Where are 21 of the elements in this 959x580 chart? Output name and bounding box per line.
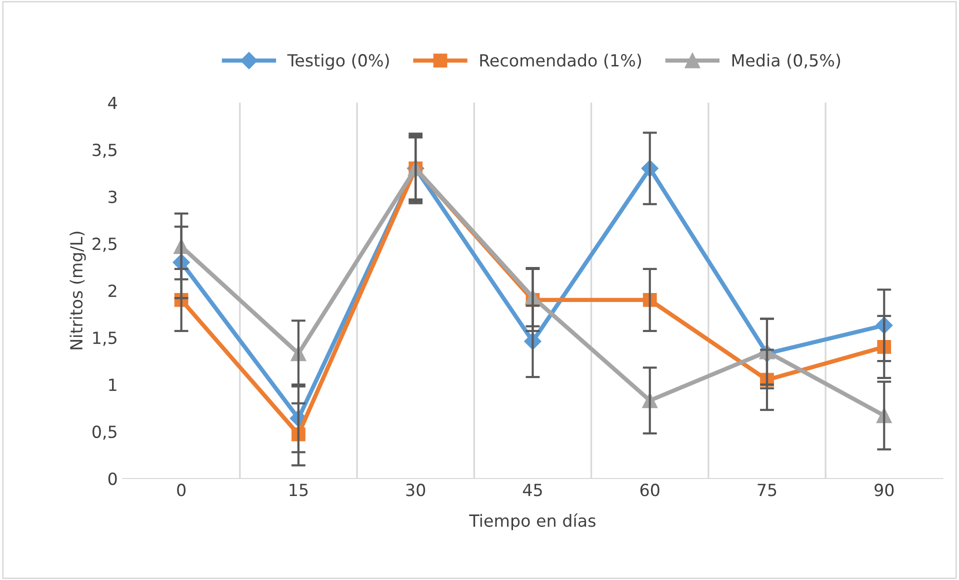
x-tick-label: 30 xyxy=(406,484,426,496)
y-tick-label: 3,5 xyxy=(92,144,116,158)
y-tick-label: 0 xyxy=(108,472,117,486)
x-axis-title: Tiempo en días xyxy=(469,513,596,530)
x-tick-label: 15 xyxy=(290,484,308,496)
y-tick-label: 0,5 xyxy=(92,425,116,440)
x-tick-label: 60 xyxy=(640,484,660,496)
x-tick-label: 45 xyxy=(522,484,542,496)
x-tick-label: 0 xyxy=(177,484,186,496)
legend-label: Recomendado (1%) xyxy=(480,54,641,69)
y-tick-label: 3 xyxy=(108,190,117,204)
y-tick-label: 1,5 xyxy=(93,332,116,346)
y-tick-label: 2 xyxy=(108,284,116,297)
y-tick-label: 1 xyxy=(109,378,116,391)
x-tick-label: 90 xyxy=(874,484,894,496)
legend-label: Testigo (0%) xyxy=(287,54,389,70)
y-tick-label: 2,5 xyxy=(92,238,116,252)
y-tick-label: 4 xyxy=(108,96,117,109)
y-axis-title: Nitritos (mg/L) xyxy=(70,232,86,350)
legend-label: Media (0,5%) xyxy=(732,54,840,69)
x-tick-label: 75 xyxy=(758,484,776,496)
